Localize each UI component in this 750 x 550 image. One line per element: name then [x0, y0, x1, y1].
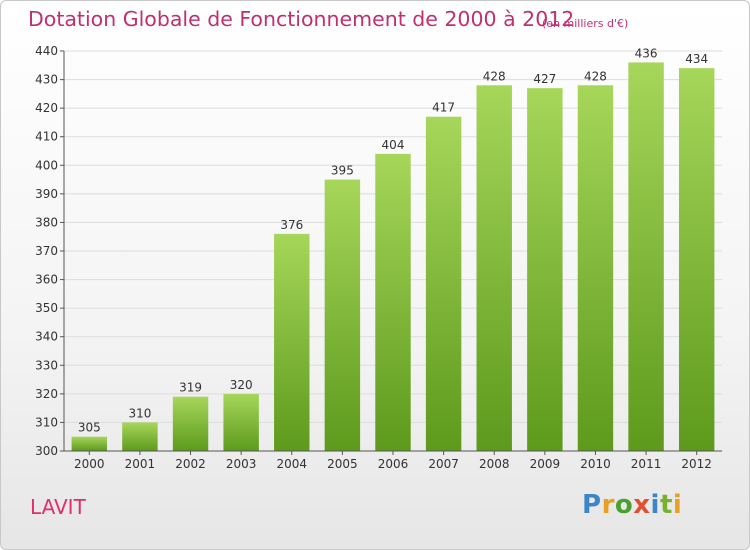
- logo-letter: r: [601, 490, 615, 520]
- y-tick-label: 360: [35, 273, 58, 287]
- bar: [476, 85, 512, 452]
- bar: [223, 393, 259, 451]
- y-tick-label: 310: [35, 415, 58, 429]
- data-label: 428: [584, 69, 607, 83]
- bar: [577, 85, 614, 452]
- data-label: 417: [432, 101, 455, 115]
- y-tick-label: 370: [35, 244, 58, 258]
- y-tick-label: 440: [35, 44, 58, 58]
- y-tick-label: 380: [35, 215, 58, 229]
- data-label: 404: [382, 138, 405, 152]
- data-label: 310: [128, 406, 151, 420]
- bars: 305 310 319 320 376 395 404 417 428 427 428 436 434: [71, 46, 715, 452]
- x-tick-label: 2001: [125, 457, 156, 471]
- logo-letter: i: [650, 490, 660, 520]
- bar: [172, 396, 209, 451]
- data-label: 320: [230, 378, 253, 392]
- x-tick-label: 2007: [428, 457, 459, 471]
- chart-unit: (en milliers d'€): [542, 17, 629, 30]
- data-label: 428: [483, 69, 506, 83]
- data-label: 436: [635, 46, 658, 60]
- logo-letter: t: [659, 490, 673, 520]
- y-tick-label: 340: [35, 330, 58, 344]
- bar: [527, 88, 563, 452]
- y-tick-label: 400: [35, 158, 58, 172]
- x-tick-label: 2012: [681, 457, 712, 471]
- x-tick-label: 2009: [530, 457, 561, 471]
- chart-title: Dotation Globale de Fonctionnement de 20…: [28, 7, 575, 31]
- data-label: 427: [533, 72, 556, 86]
- bar: [425, 116, 462, 451]
- data-label: 376: [280, 218, 303, 232]
- data-label: 319: [179, 381, 202, 395]
- x-tick-label: 2004: [276, 457, 307, 471]
- y-tick-label: 350: [35, 301, 58, 315]
- x-tick-label: 2006: [378, 457, 409, 471]
- proxiti-logo[interactable]: Proxiti: [582, 490, 682, 520]
- data-label: 395: [331, 164, 354, 178]
- x-tick-label: 2003: [226, 457, 257, 471]
- bar: [122, 422, 158, 451]
- x-tick-label: 2005: [327, 457, 358, 471]
- bar: [71, 436, 108, 451]
- bar: [628, 62, 664, 452]
- x-tick-label: 2011: [631, 457, 662, 471]
- data-label: 434: [685, 52, 708, 66]
- bar: [678, 68, 715, 452]
- bar: [324, 179, 361, 452]
- x-tick-label: 2008: [479, 457, 510, 471]
- x-tick-label: 2002: [175, 457, 206, 471]
- logo-letter: o: [614, 490, 634, 520]
- y-tick-label: 430: [35, 73, 58, 87]
- x-tick-label: 2010: [580, 457, 611, 471]
- y-tick-label: 420: [35, 101, 58, 115]
- bar: [274, 233, 310, 451]
- logo-letter: i: [672, 490, 683, 520]
- logo-letter: x: [633, 490, 651, 520]
- logo-letter: P: [582, 490, 602, 520]
- y-tick-label: 390: [35, 187, 58, 201]
- axes: 300 310 320 330 340 350 360 370 380 390 400 410 420 4…: [35, 44, 722, 471]
- y-tick-label: 330: [35, 358, 58, 372]
- y-tick-label: 320: [35, 387, 58, 401]
- data-label: 305: [78, 421, 101, 435]
- y-tick-label: 300: [35, 444, 58, 458]
- bar: [375, 153, 411, 451]
- x-tick-label: 2000: [74, 457, 105, 471]
- y-tick-label: 410: [35, 130, 58, 144]
- commune-name: LAVIT: [30, 495, 86, 519]
